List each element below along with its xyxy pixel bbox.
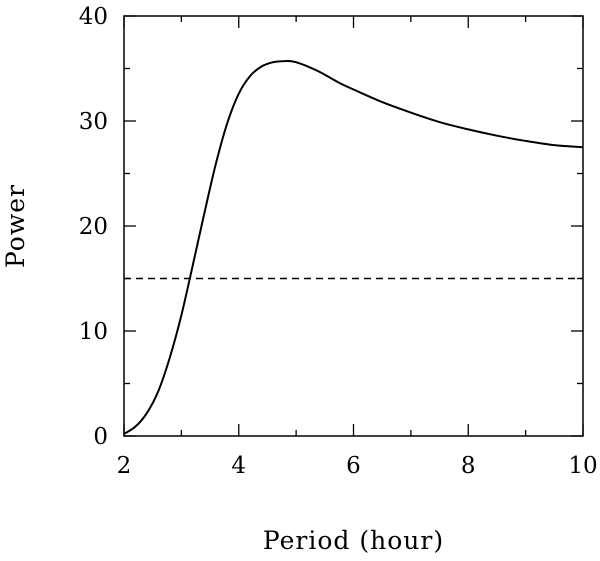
x-tick-label: 4 [231, 453, 246, 479]
power-curve [123, 60, 584, 435]
y-tick-label: 10 [79, 319, 108, 345]
y-tick-label: 0 [93, 424, 108, 450]
y-tick-label: 40 [79, 4, 108, 30]
y-tick-label: 20 [79, 214, 108, 240]
y-tick-label: 30 [79, 109, 108, 135]
x-tick-labels: 2 4 6 8 10 [117, 453, 598, 479]
x-axis-label: Period (hour) [263, 526, 444, 555]
plot-frame [123, 15, 584, 437]
x-tick-label: 8 [461, 453, 476, 479]
axis-ticks [123, 15, 584, 437]
y-tick-labels: 0 10 20 30 40 [79, 4, 108, 450]
x-tick-label: 6 [346, 453, 361, 479]
x-tick-label: 10 [568, 453, 597, 479]
x-tick-label: 2 [117, 453, 132, 479]
series-layer [123, 60, 584, 435]
y-axis-label: Power [1, 184, 30, 268]
plot-area [123, 15, 584, 437]
